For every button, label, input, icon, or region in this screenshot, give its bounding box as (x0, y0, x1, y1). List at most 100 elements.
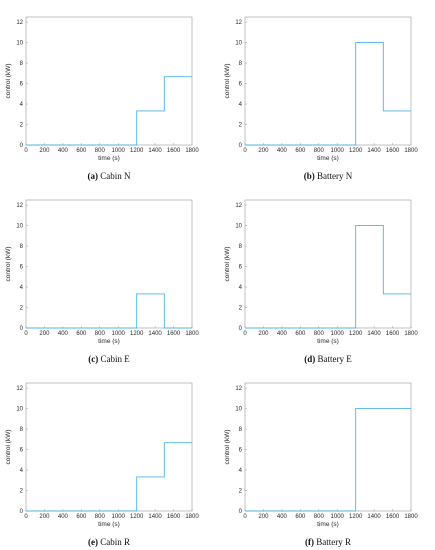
x-tick-label: 600 (295, 514, 306, 520)
x-axis-label: time (s) (98, 338, 120, 345)
x-tick-label: 0 (24, 514, 28, 520)
x-tick-label: 600 (295, 148, 306, 154)
x-tick-label: 1600 (167, 148, 181, 154)
x-tick-label: 200 (258, 148, 269, 154)
caption-letter: (b) (304, 171, 315, 181)
x-tick-label: 1000 (331, 148, 345, 154)
caption-letter: (d) (304, 354, 315, 364)
y-tick-label: 12 (235, 386, 242, 392)
y-tick-label: 10 (16, 407, 23, 413)
y-axis-label: control (kW) (5, 246, 12, 281)
x-axis-label: time (s) (317, 155, 339, 162)
plot-frame (25, 199, 193, 329)
x-axis-label: time (s) (98, 155, 120, 162)
x-tick-label: 200 (39, 331, 50, 337)
y-tick-label: 2 (239, 306, 243, 312)
x-tick-label: 0 (243, 331, 247, 337)
y-axis-label: control (kW) (224, 429, 231, 464)
x-tick-label: 1800 (185, 331, 199, 337)
x-axis-label: time (s) (317, 521, 339, 528)
x-tick-label: 600 (295, 331, 306, 337)
y-tick-label: 4 (20, 102, 24, 108)
x-tick-label: 200 (258, 331, 269, 337)
x-tick-label: 800 (95, 331, 106, 337)
y-tick-label: 0 (239, 509, 243, 515)
y-axis-label: control (kW) (5, 63, 12, 98)
y-tick-label: 6 (239, 448, 243, 454)
x-tick-label: 1600 (167, 514, 181, 520)
x-tick-label: 400 (58, 331, 69, 337)
x-tick-label: 0 (243, 514, 247, 520)
caption-text: Battery E (315, 354, 352, 364)
x-tick-label: 800 (314, 331, 325, 337)
x-tick-label: 1800 (404, 514, 418, 520)
y-tick-label: 4 (20, 285, 24, 291)
series-line (245, 408, 411, 512)
x-tick-label: 600 (76, 148, 87, 154)
y-tick-label: 4 (239, 468, 243, 474)
x-tick-label: 400 (58, 514, 69, 520)
panel-caption: (c) Cabin E (88, 354, 130, 364)
chart-panel-2: 0 200 400 600 800 1000 1200 1400 1600 1800 0 2 4 6 8 10… (224, 16, 418, 181)
y-tick-label: 0 (20, 326, 24, 332)
x-tick-label: 1600 (386, 331, 400, 337)
y-tick-label: 10 (16, 41, 23, 47)
x-tick-label: 200 (39, 514, 50, 520)
x-tick-label: 1400 (148, 331, 162, 337)
y-tick-label: 8 (239, 61, 243, 67)
x-tick-label: 1400 (148, 148, 162, 154)
y-tick-label: 8 (20, 61, 24, 67)
caption-text: Battery R (314, 537, 351, 547)
x-axis-label: time (s) (98, 521, 120, 528)
plot-frame (244, 199, 412, 329)
chart-panel-3: 0 200 400 600 800 1000 1200 1400 1600 1800 0 2 4 6 8 10… (5, 199, 199, 364)
y-tick-label: 8 (20, 244, 24, 250)
x-axis-label: time (s) (317, 338, 339, 345)
x-tick-label: 0 (24, 148, 28, 154)
x-tick-label: 1400 (148, 514, 162, 520)
panel-caption: (a) Cabin N (88, 171, 131, 181)
x-tick-label: 1000 (112, 514, 126, 520)
x-tick-label: 400 (58, 148, 69, 154)
x-tick-label: 200 (258, 514, 269, 520)
panel-caption: (e) Cabin R (88, 537, 130, 547)
y-tick-label: 4 (239, 285, 243, 291)
chart-panel-1: 0 200 400 600 800 1000 1200 1400 1600 1800 0 2 4 6 8 10… (5, 16, 199, 181)
x-tick-label: 1000 (331, 331, 345, 337)
x-tick-label: 800 (95, 514, 106, 520)
x-tick-label: 1200 (349, 514, 363, 520)
x-tick-label: 1800 (404, 331, 418, 337)
x-tick-label: 400 (277, 514, 288, 520)
x-tick-label: 800 (314, 148, 325, 154)
caption-letter: (a) (88, 171, 99, 181)
series-line (26, 76, 192, 146)
y-tick-label: 2 (20, 123, 24, 129)
y-tick-label: 10 (235, 224, 242, 230)
y-tick-label: 0 (239, 326, 243, 332)
y-tick-label: 6 (20, 448, 24, 454)
y-tick-label: 4 (239, 102, 243, 108)
chart-panel-5: 0 200 400 600 800 1000 1200 1400 1600 1800 0 2 4 6 8 10… (5, 382, 199, 547)
panel-caption: (b) Battery N (304, 171, 353, 181)
x-tick-label: 1800 (404, 148, 418, 154)
series-line (26, 442, 192, 512)
x-tick-label: 400 (277, 331, 288, 337)
caption-text: Cabin R (98, 537, 130, 547)
x-tick-label: 400 (277, 148, 288, 154)
y-tick-label: 2 (239, 489, 243, 495)
x-tick-label: 1200 (130, 514, 144, 520)
x-tick-label: 1200 (130, 331, 144, 337)
y-tick-label: 10 (235, 407, 242, 413)
y-tick-label: 4 (20, 468, 24, 474)
x-tick-label: 1200 (130, 148, 144, 154)
caption-letter: (e) (88, 537, 98, 547)
x-tick-label: 600 (76, 331, 87, 337)
y-tick-label: 0 (20, 143, 24, 149)
y-tick-label: 8 (239, 427, 243, 433)
panel-caption: (d) Battery E (304, 354, 352, 364)
y-tick-label: 12 (16, 20, 23, 26)
x-tick-label: 1000 (331, 514, 345, 520)
chart-panel-6: 0 200 400 600 800 1000 1200 1400 1600 1800 0 2 4 6 8 10… (224, 382, 418, 547)
series-line (245, 42, 411, 146)
